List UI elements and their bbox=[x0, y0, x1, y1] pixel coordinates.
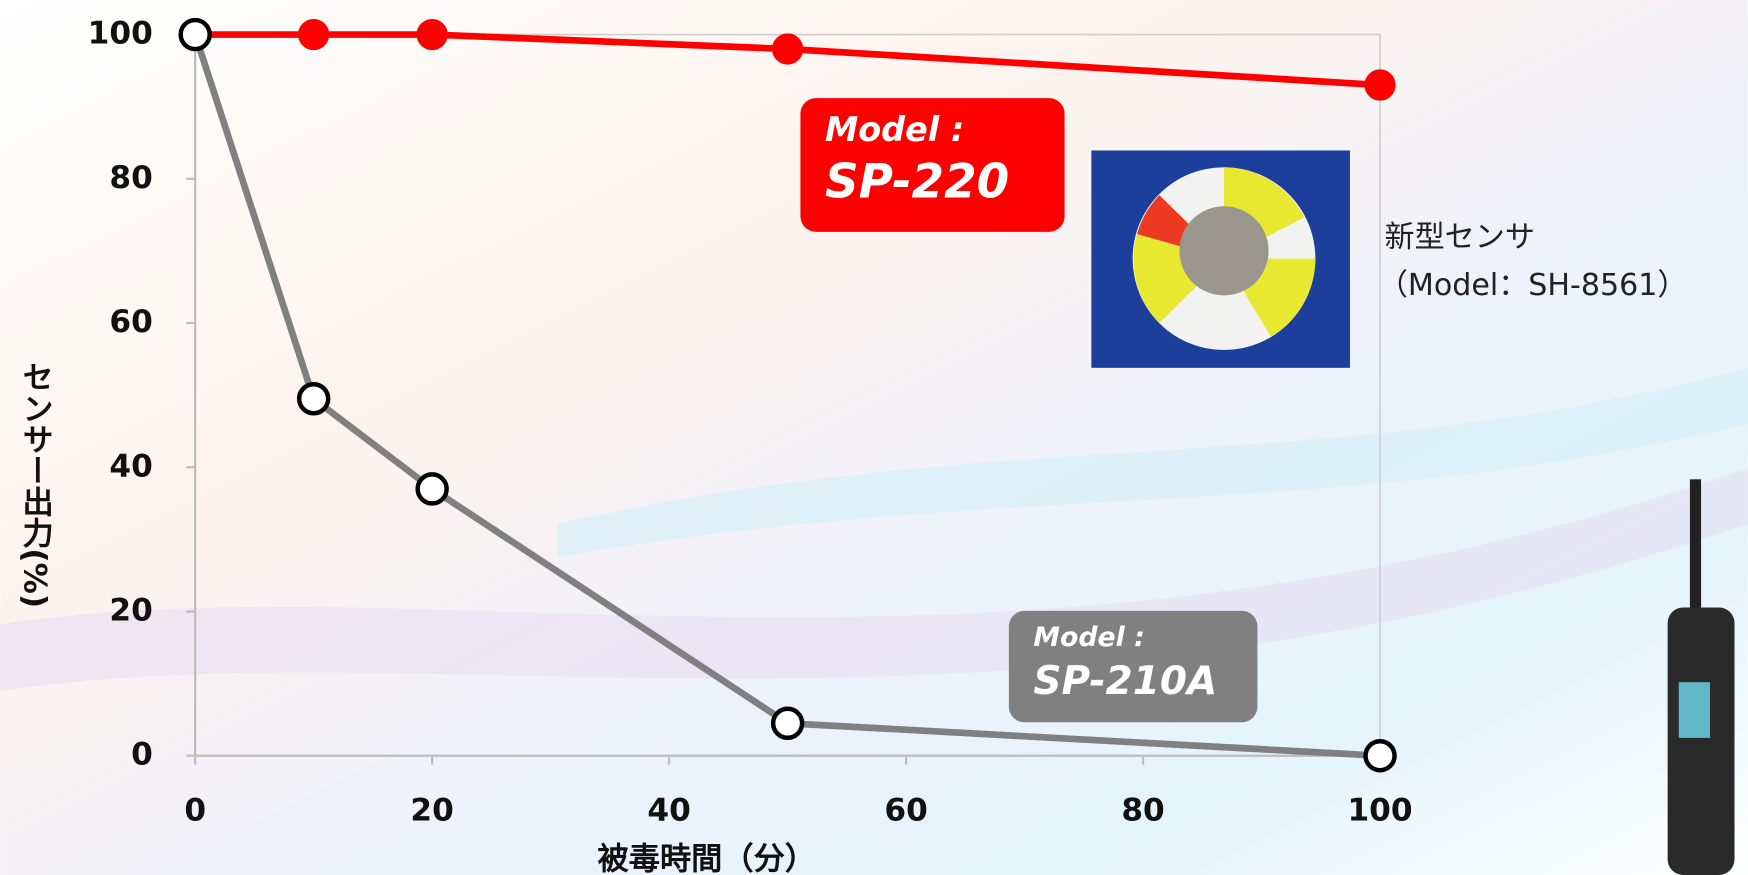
series-marker bbox=[1366, 741, 1395, 770]
sensor-photo bbox=[1091, 150, 1350, 367]
chart: 被毒時間（分） センサー出力(%) 新型センサ （Model：SH-8561） … bbox=[0, 0, 1748, 875]
y-tick-label: 40 bbox=[109, 448, 152, 484]
series-marker bbox=[418, 20, 447, 49]
legend-entry: Model : SP-210A bbox=[1009, 611, 1258, 722]
x-tick-label: 60 bbox=[884, 792, 927, 828]
x-tick-label: 20 bbox=[410, 792, 453, 828]
x-tick-label: 100 bbox=[1347, 792, 1412, 828]
x-tick-label: 0 bbox=[184, 792, 206, 828]
legend-entry: Model : SP-220 bbox=[800, 98, 1064, 232]
legend-prefix: Model : bbox=[825, 110, 964, 149]
x-axis-label: 被毒時間（分） bbox=[598, 842, 816, 875]
series-marker bbox=[418, 474, 447, 503]
annotation: （Model：SH-8561） bbox=[1378, 268, 1688, 303]
series-marker bbox=[1366, 71, 1395, 100]
legend-prefix: Model : bbox=[1033, 622, 1144, 653]
x-tick-label: 80 bbox=[1121, 792, 1164, 828]
series-marker bbox=[299, 20, 328, 49]
y-tick-label: 80 bbox=[109, 160, 152, 196]
series-marker bbox=[181, 20, 210, 49]
legend-label: SP-210A bbox=[1033, 659, 1217, 704]
series-marker bbox=[773, 709, 802, 738]
y-axis-label: センサー出力(%) bbox=[17, 361, 54, 608]
y-tick-label: 60 bbox=[109, 304, 152, 340]
legend-label: SP-220 bbox=[825, 156, 1009, 210]
series-marker bbox=[773, 34, 802, 63]
annotation: 新型センサ bbox=[1385, 220, 1535, 255]
x-tick-label: 40 bbox=[647, 792, 690, 828]
series-marker bbox=[299, 384, 328, 413]
y-tick-label: 100 bbox=[88, 16, 153, 52]
y-tick-label: 0 bbox=[131, 737, 153, 773]
y-tick-label: 20 bbox=[109, 592, 152, 628]
